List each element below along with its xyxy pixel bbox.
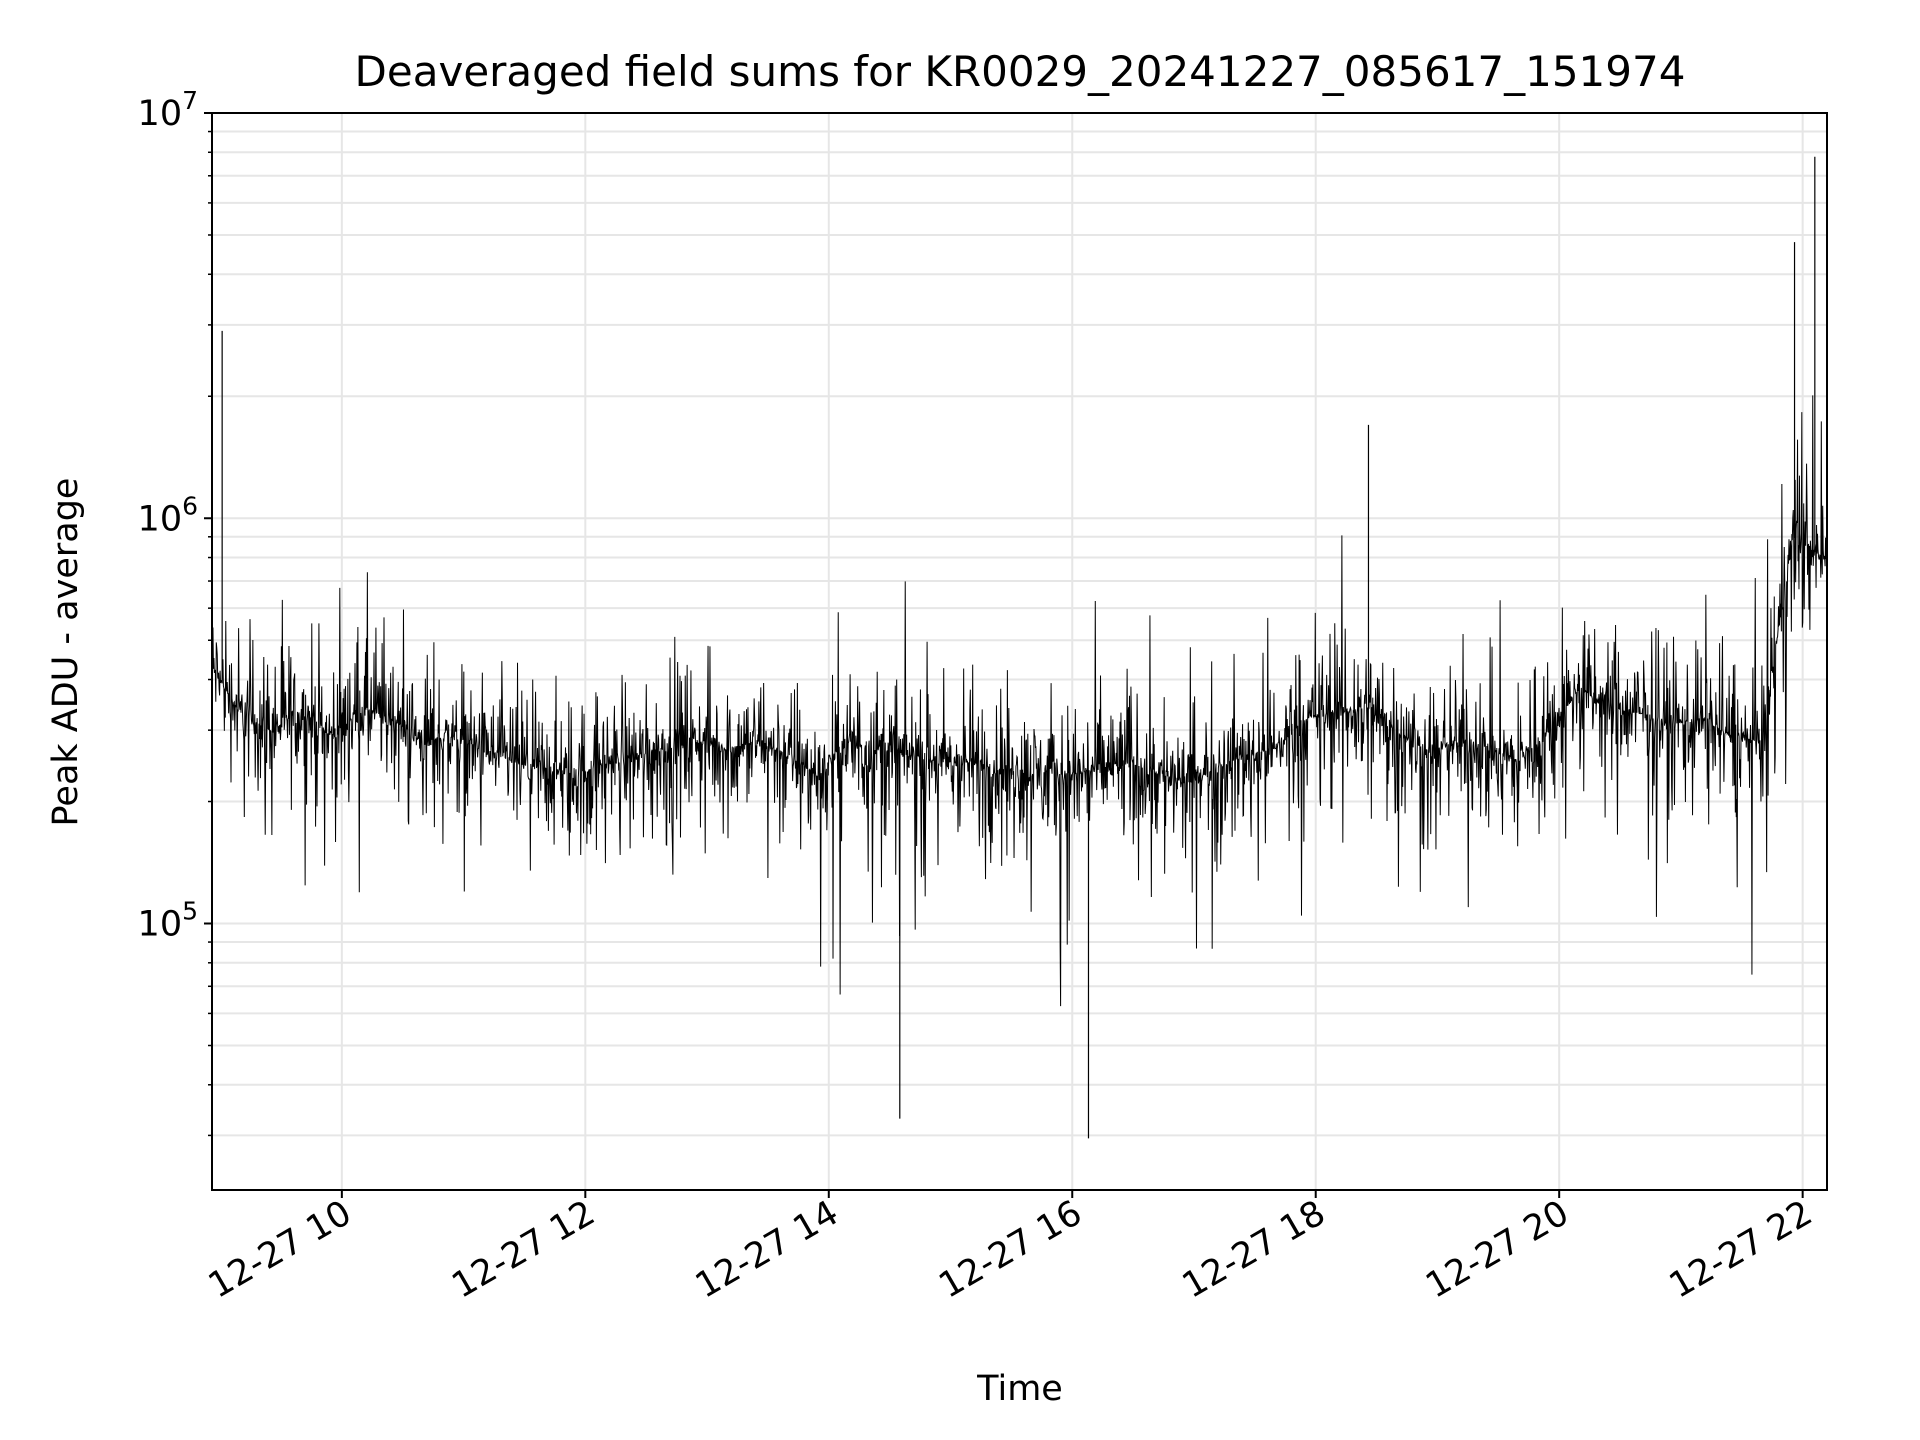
- chart-title: Deaveraged field sums for KR0029_2024122…: [355, 47, 1686, 96]
- x-axis-label: Time: [976, 1369, 1063, 1409]
- y-tick-label: 106: [138, 491, 198, 539]
- series-line: [212, 156, 1827, 1139]
- y-tick-label: 105: [138, 897, 198, 945]
- y-axis-label: Peak ADU - average: [46, 478, 86, 827]
- series-path: [212, 395, 1827, 1007]
- plot-frame: [211, 112, 1828, 1191]
- y-tick-label: 107: [138, 86, 198, 134]
- y-axis-ticks: 105 106 107: [138, 86, 212, 1137]
